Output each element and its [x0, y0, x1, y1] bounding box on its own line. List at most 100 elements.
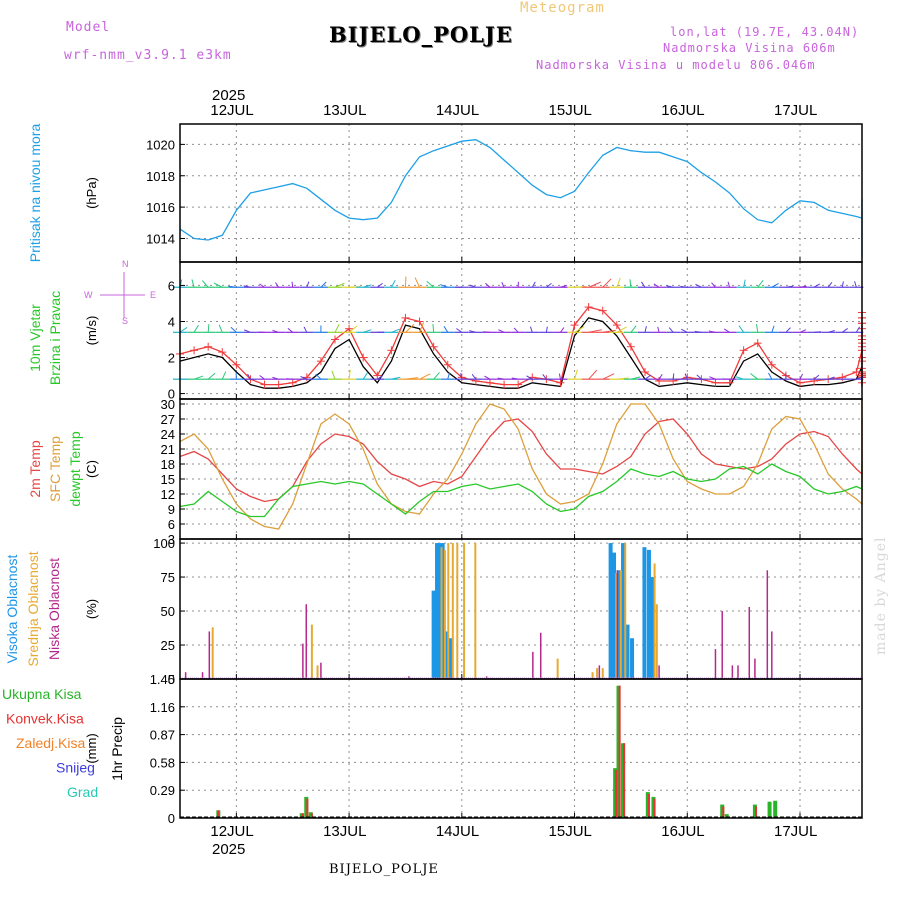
y-tick-label: 1020: [146, 137, 175, 152]
bar: [737, 665, 739, 679]
bar: [646, 549, 651, 679]
wind-arrow: [827, 282, 833, 288]
wind-arrow: [694, 330, 702, 333]
wind-arrow: [432, 323, 435, 333]
wind-arrow: [193, 375, 204, 380]
labels-layer: 2025 2025 12JUL12JUL13JUL13JUL14JUL14JUL…: [2, 87, 817, 858]
page-title: BIJELO_POLJE: [329, 22, 513, 47]
wind-arrow: [666, 285, 674, 288]
bar: [437, 543, 442, 679]
wind-arrow: [542, 373, 547, 380]
bar: [591, 672, 594, 679]
bar: [731, 665, 734, 679]
wind-arrow: [419, 322, 425, 333]
bar: [771, 631, 773, 679]
wind-arrow: [405, 377, 419, 380]
bar: [752, 804, 757, 818]
wind-arrow: [672, 373, 675, 380]
bar: [444, 631, 449, 679]
wind-arrow: [207, 323, 210, 333]
day-label-bottom: 16JUL: [661, 823, 704, 840]
bar: [208, 631, 211, 679]
wind-arrow: [855, 326, 861, 333]
bar: [724, 814, 729, 818]
panel-frame: [179, 261, 863, 400]
wind-arrow: [529, 326, 533, 333]
wind-arrow: [460, 373, 463, 380]
wind-arrow: [644, 326, 647, 333]
wind-arrow: [179, 326, 188, 333]
y-tick-label: 0.58: [150, 755, 175, 770]
y-tick-label: 2: [168, 351, 175, 366]
bar: [310, 813, 313, 818]
wind-arrow: [602, 329, 616, 333]
coords-label: lon,lat (19.7E, 43.04N): [670, 25, 860, 39]
wind-arrow: [376, 375, 384, 380]
wind-arrow: [315, 373, 322, 380]
wind-arrow: [469, 284, 477, 288]
wind-arrow: [854, 281, 857, 288]
bar: [305, 604, 308, 679]
wind-arrow: [334, 324, 340, 333]
y-tick-label: 50: [161, 604, 175, 619]
wind-arrow: [228, 285, 237, 288]
y-tick-label: 1.45: [150, 672, 175, 687]
wind-arrow: [695, 283, 702, 288]
bar: [310, 624, 313, 679]
y-tick-label: 0: [168, 387, 175, 402]
day-label-top: 16JUL: [661, 102, 704, 119]
bar: [596, 668, 599, 679]
wind-arrow: [657, 326, 660, 333]
bar: [619, 570, 622, 679]
y-tick-label: 24: [161, 427, 175, 442]
y-tick-label: 18: [161, 457, 175, 472]
wind-arrow: [630, 376, 641, 380]
day-label-top: 15JUL: [549, 102, 592, 119]
wind-arrow: [723, 328, 730, 333]
wind-arrow: [574, 369, 578, 380]
compass-s: S: [122, 316, 128, 326]
wind-arrow: [362, 372, 368, 380]
wind-arrow: [681, 328, 688, 333]
bar: [447, 543, 450, 679]
wind-arrow: [291, 281, 294, 288]
precip-legend-item: Ukupna Kisa: [2, 686, 82, 702]
y-tick-label: 1018: [146, 169, 175, 184]
unit-label: (%): [84, 599, 99, 619]
wind-arrow: [526, 375, 533, 380]
y-tick-label: 1.16: [150, 700, 175, 715]
year-top: 2025: [212, 87, 245, 104]
wind-arrow: [668, 327, 674, 333]
y-tick-label: 12: [161, 487, 175, 502]
series-line: [179, 317, 863, 389]
wind-arrow: [390, 280, 396, 288]
temp-axis-label-2m: 2m Temp: [27, 440, 43, 498]
wind-arrow: [574, 326, 585, 333]
bar: [767, 801, 772, 818]
day-label-bottom: 12JUL: [210, 823, 253, 840]
bar: [720, 804, 725, 818]
wind-arrow: [653, 283, 660, 288]
wind-arrow: [644, 374, 652, 380]
panel-frame: [179, 678, 863, 819]
wind-arrow: [501, 281, 505, 288]
wind-arrow: [513, 327, 519, 333]
bar: [302, 643, 304, 679]
wind-arrow: [813, 374, 820, 380]
bar: [651, 796, 656, 818]
bar: [625, 624, 630, 679]
wind-arrow: [300, 376, 308, 380]
wind-arrow: [708, 330, 716, 333]
bar: [616, 570, 621, 679]
series-line: [179, 139, 863, 258]
wind-arrow: [426, 280, 434, 288]
wind-arrow: [456, 328, 463, 333]
bar: [630, 638, 635, 679]
compass-w: W: [84, 290, 93, 300]
bar: [653, 798, 656, 818]
day-label-bottom: 14JUL: [436, 823, 479, 840]
compass-n: N: [122, 259, 129, 269]
wind-arrow: [658, 373, 663, 380]
unit-label: (mm): [84, 733, 99, 763]
temp-axis-label-dewpt: dewpt Temp: [67, 431, 83, 506]
